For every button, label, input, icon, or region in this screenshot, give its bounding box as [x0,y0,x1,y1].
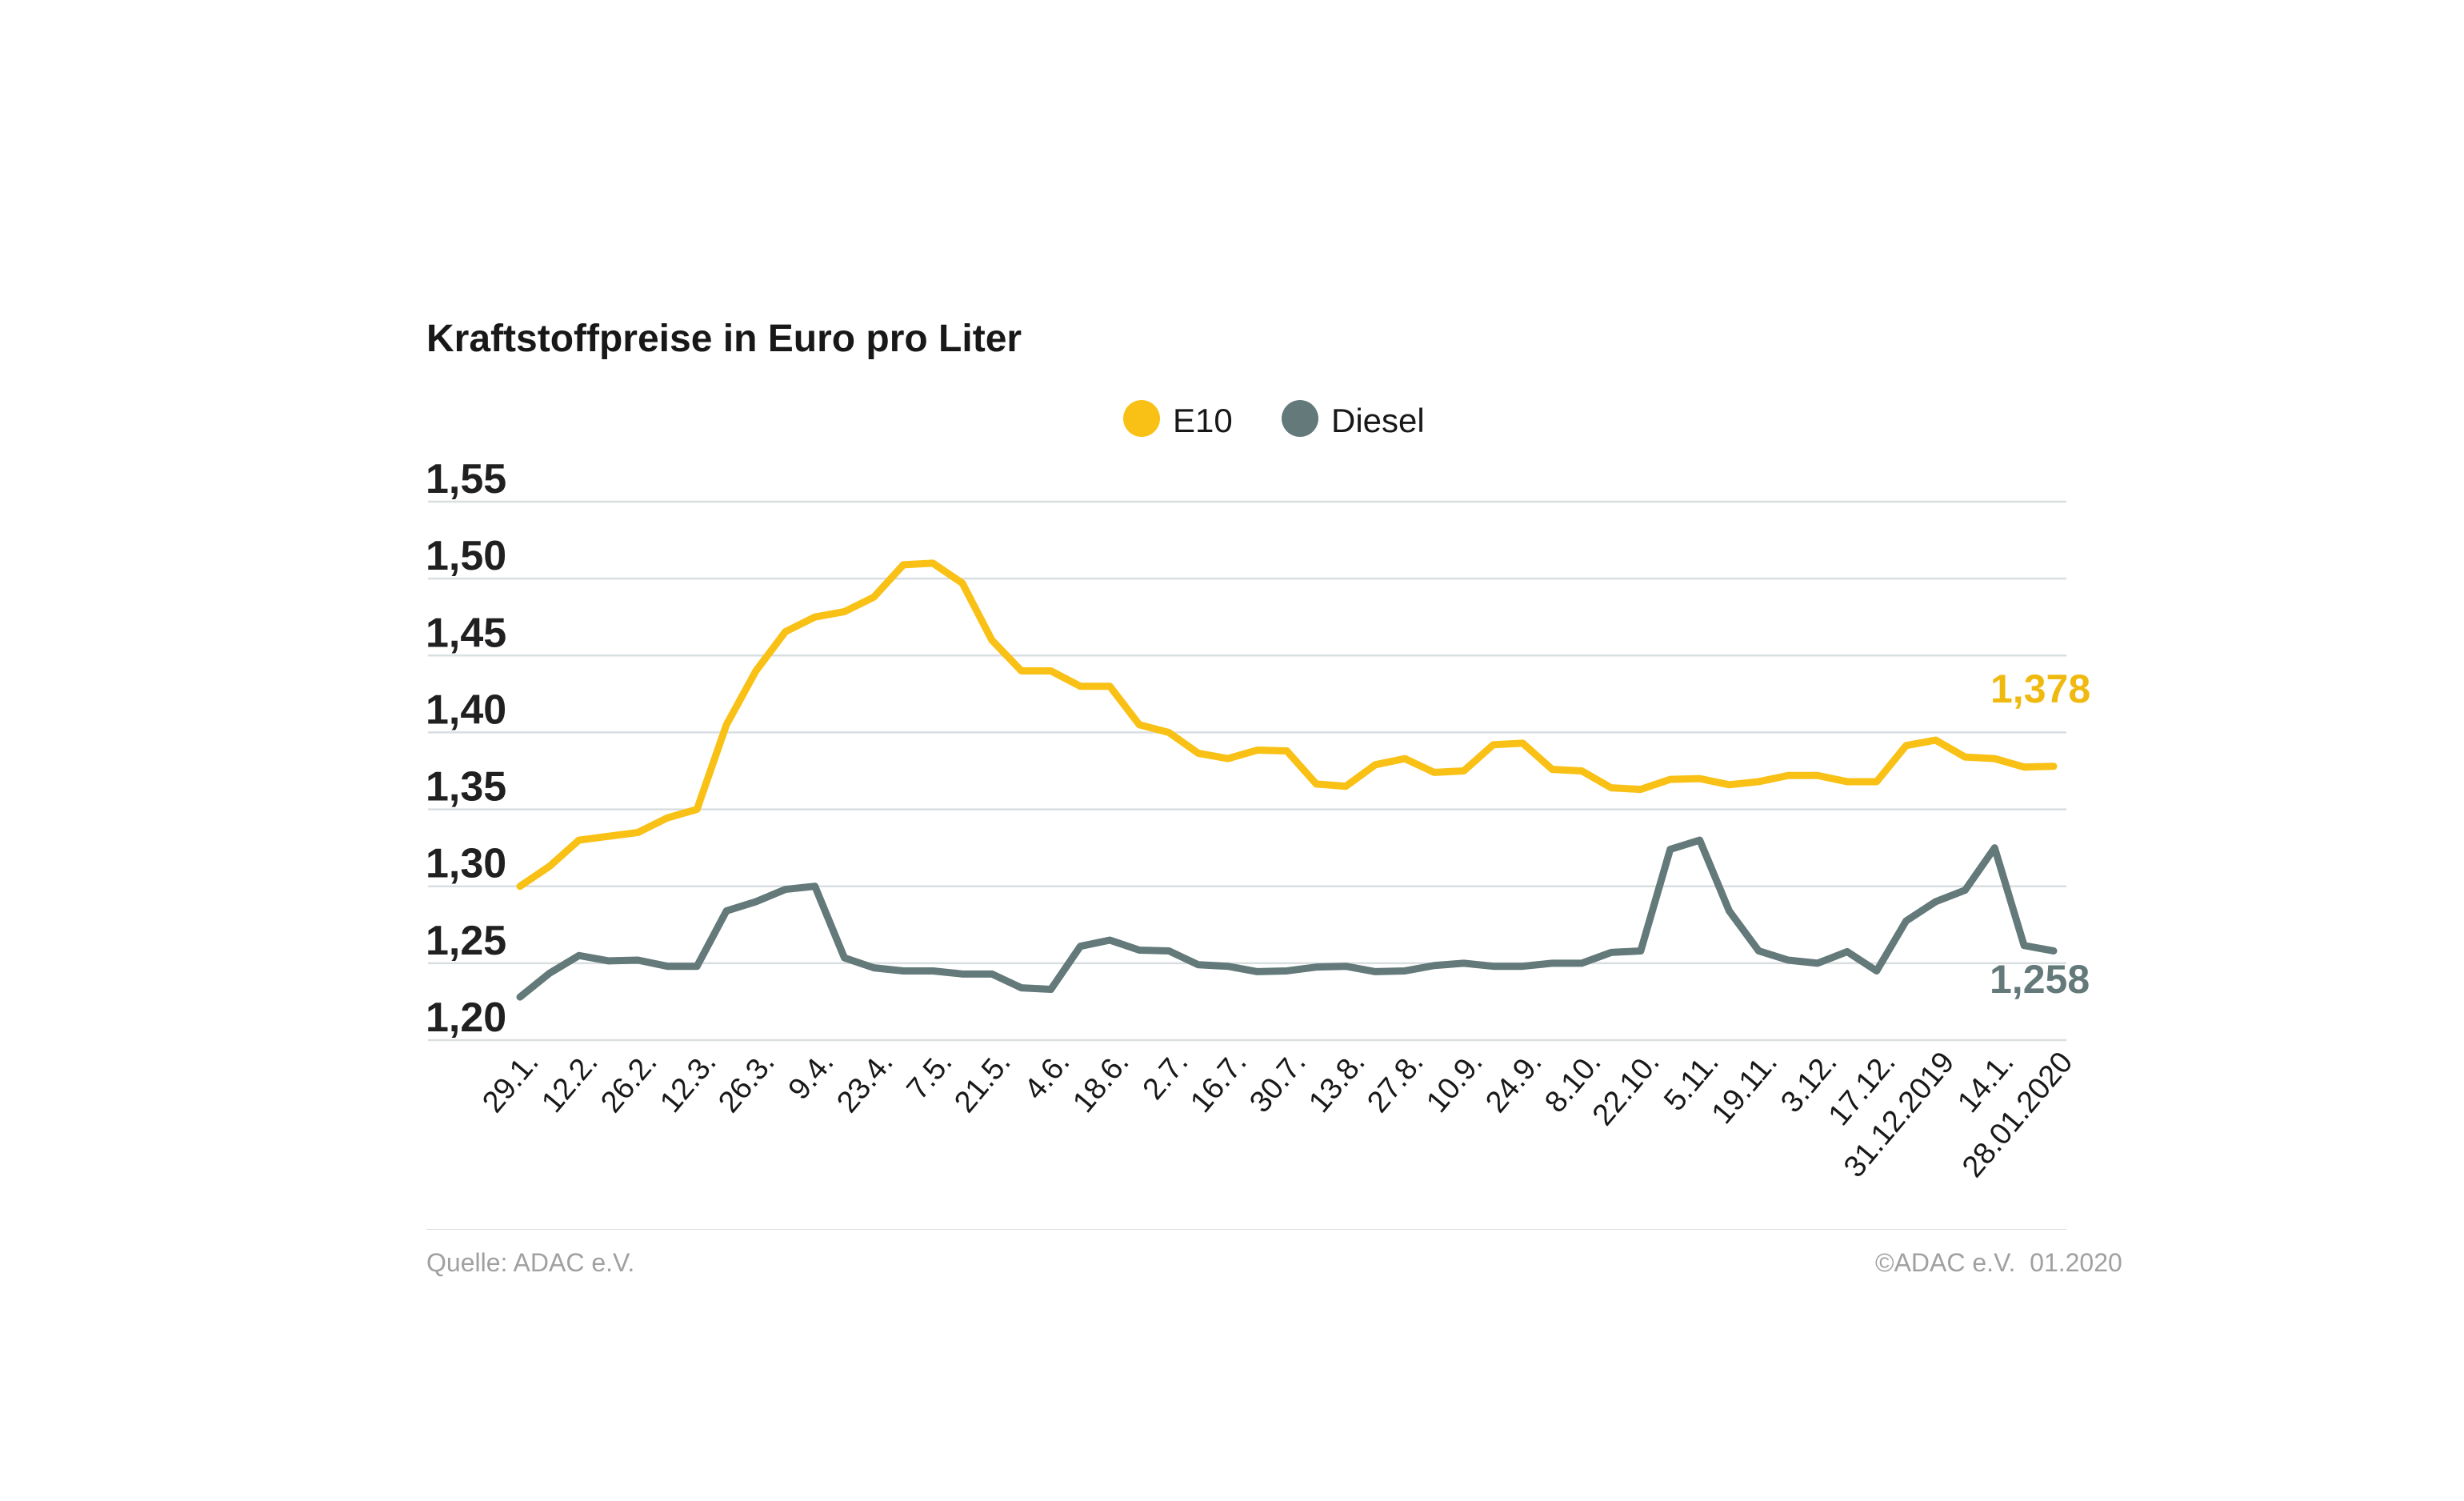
svg-text:1,378: 1,378 [1990,666,2090,711]
svg-text:1,55: 1,55 [426,456,506,502]
svg-text:1,45: 1,45 [426,610,506,656]
svg-text:1,20: 1,20 [426,995,506,1041]
svg-text:1,30: 1,30 [426,841,506,887]
svg-text:1,25: 1,25 [426,918,506,964]
svg-text:1,35: 1,35 [426,764,506,811]
svg-text:1,50: 1,50 [426,533,506,579]
svg-text:1,40: 1,40 [426,686,506,733]
svg-text:1,258: 1,258 [1990,957,2090,1002]
